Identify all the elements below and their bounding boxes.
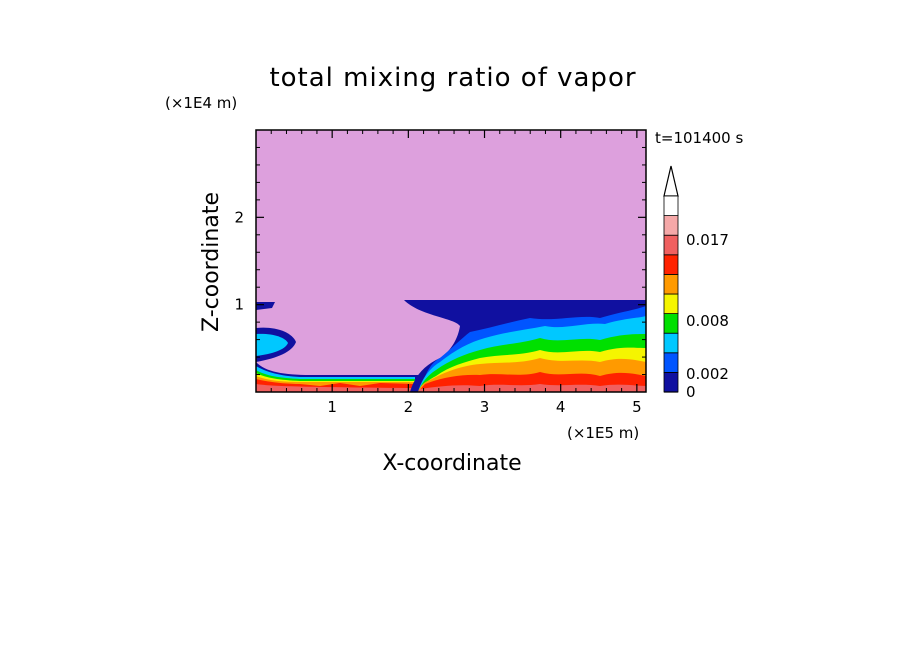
colorbar-label: 0 (686, 383, 696, 401)
colorbar-segment (663, 293, 679, 315)
contour-right-salmon (418, 384, 646, 392)
contour-bl-salmon (256, 384, 415, 392)
colorbar-segment (663, 273, 679, 295)
colorbar-segment (663, 195, 679, 217)
colorbar-segment (663, 352, 679, 373)
x-tick-label: 5 (632, 398, 642, 416)
y-axis-label: Z-coordinate (199, 192, 224, 332)
contour-left-darkblue (256, 302, 275, 310)
y-axis-unit: (×1E4 m) (165, 94, 237, 112)
x-axis-label: X-coordinate (382, 451, 521, 476)
colorbar-segment (663, 234, 679, 256)
colorbar-label: 0.017 (686, 231, 729, 249)
x-axis-unit: (×1E5 m) (567, 424, 639, 442)
colorbar-label: 0.002 (686, 365, 729, 383)
colorbar-segment (663, 313, 679, 334)
colorbar-segment (663, 332, 679, 354)
y-tick-label: 2 (234, 208, 244, 226)
colorbar-segment (663, 371, 679, 393)
colorbar-segment (663, 215, 679, 236)
colorbar-arrow (663, 165, 679, 197)
x-tick-label: 3 (480, 398, 490, 416)
y-tick-label: 1 (234, 296, 244, 314)
x-tick-label: 2 (404, 398, 414, 416)
plot-frame (255, 129, 647, 393)
colorbar-label: 0.008 (686, 312, 729, 330)
colorbar-segment (663, 254, 679, 275)
time-label: t=101400 s (655, 129, 743, 147)
x-tick-label: 4 (556, 398, 566, 416)
contour-left-cyan (256, 333, 288, 356)
axis-ticks: 1 2 3 4 5 1 2 (234, 130, 646, 416)
x-tick-label: 1 (327, 398, 337, 416)
chart-title: total mixing ratio of vapor (269, 63, 636, 93)
contour-field (256, 130, 646, 392)
